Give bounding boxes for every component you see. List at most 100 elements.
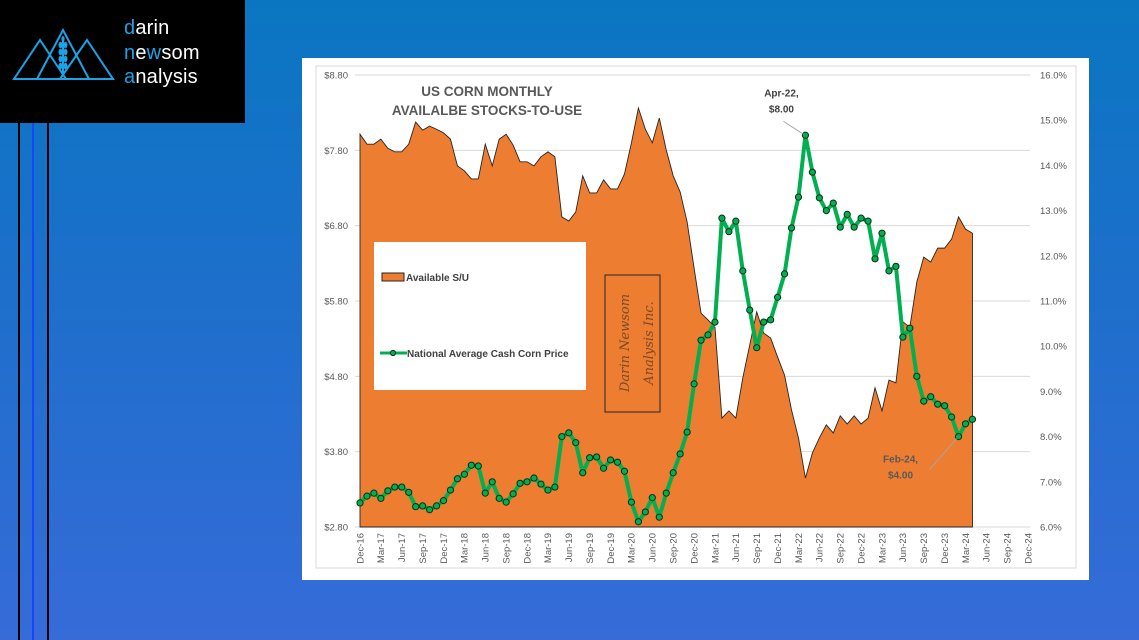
plot-border xyxy=(315,65,1077,569)
price-point xyxy=(885,267,893,275)
price-point xyxy=(391,483,399,491)
annotation-leader-line xyxy=(929,438,957,470)
price-point xyxy=(453,475,462,483)
logo-wordmark: darin newsom analysis xyxy=(124,16,200,90)
annotation-label: Apr-22, xyxy=(764,88,799,99)
logo-line-newsom: newsom xyxy=(124,41,200,66)
x-axis-ticks: Dec-16 Mar-17 Jun-17 Sep-17 Dec-17 Mar-18 Jun-… xyxy=(355,533,1034,564)
price-point xyxy=(593,453,601,461)
chart-title-line-1: US CORN MONTHLY xyxy=(421,84,553,99)
price-point xyxy=(405,488,413,496)
x-axis-tick-label: Dec-23 xyxy=(940,533,951,564)
price-point xyxy=(586,454,594,462)
right-axis-tick-label: 13.0% xyxy=(1040,206,1067,217)
price-point xyxy=(419,502,427,510)
x-axis-tick-label: Sep-24 xyxy=(1003,533,1014,564)
right-axis-tick-label: 15.0% xyxy=(1040,116,1067,127)
x-axis-tick-label: Dec-17 xyxy=(439,533,450,564)
price-point xyxy=(927,393,935,401)
price-point xyxy=(683,428,691,436)
price-point xyxy=(460,470,468,478)
price-point xyxy=(648,494,656,502)
x-axis-tick-label: Mar-17 xyxy=(376,533,387,563)
price-point xyxy=(920,397,928,405)
left-axis-tick-label: $7.80 xyxy=(324,146,348,157)
price-point xyxy=(446,486,455,494)
logo-accent-letter: w xyxy=(146,41,162,64)
price-point xyxy=(384,487,392,495)
price-point xyxy=(968,415,977,423)
price-point xyxy=(558,433,566,441)
price-point xyxy=(565,429,573,437)
price-point xyxy=(746,306,754,314)
x-axis-tick-label: Sep-20 xyxy=(669,533,680,564)
x-axis-tick-label: Dec-19 xyxy=(606,533,617,564)
logo-text-segment: arin xyxy=(135,17,170,39)
annotation-leader-line xyxy=(783,120,804,135)
mountains-wheat-icon xyxy=(12,27,115,80)
price-point xyxy=(934,400,942,408)
x-axis-tick-label: Jun-19 xyxy=(564,533,575,562)
chart-panel: $8.80 $7.80 $6.80 $5.80 $4.80 $3.80 $2.80 16.0… xyxy=(302,58,1089,580)
price-point xyxy=(412,503,420,511)
price-point xyxy=(509,490,517,498)
watermark-box xyxy=(604,274,661,413)
logo-accent-letter: a xyxy=(124,66,136,88)
right-axis-tick-label: 9.0% xyxy=(1040,387,1062,398)
price-point xyxy=(843,210,851,218)
price-layer xyxy=(356,131,977,526)
stocks-to-use-chart: $8.80 $7.80 $6.80 $5.80 $4.80 $3.80 $2.80 16.0… xyxy=(315,65,1077,569)
decorative-line xyxy=(18,123,20,640)
price-point xyxy=(370,489,378,497)
price-point xyxy=(961,420,970,428)
area-layer xyxy=(359,106,973,528)
x-axis-tick-label: Sep-23 xyxy=(919,533,930,564)
price-point xyxy=(537,480,545,488)
price-point xyxy=(620,467,629,475)
price-point xyxy=(606,456,615,464)
right-axis-tick-label: 6.0% xyxy=(1040,523,1062,534)
price-point xyxy=(954,433,963,441)
x-axis-tick-label: Dec-22 xyxy=(856,533,867,564)
legend-swatch-area xyxy=(381,272,405,282)
x-axis-tick-label: Jun-21 xyxy=(731,533,742,562)
price-point xyxy=(600,464,608,472)
legend-label-available-su: Available S/U xyxy=(406,273,469,284)
left-axis-ticks: $8.80 $7.80 $6.80 $5.80 $4.80 $3.80 $2.80 xyxy=(324,71,348,534)
x-axis-tick-label: Sep-17 xyxy=(418,533,429,564)
legend-swatch-marker xyxy=(389,349,397,357)
x-axis-tick-label: Mar-21 xyxy=(710,533,721,563)
price-point xyxy=(398,483,406,491)
stocks-to-use-area xyxy=(359,106,973,528)
price-point xyxy=(948,413,956,421)
price-point xyxy=(718,214,726,222)
price-point xyxy=(669,469,677,477)
legend-label-cash-price: National Average Cash Corn Price xyxy=(407,349,569,360)
x-axis-tick-label: Mar-22 xyxy=(794,533,805,563)
watermark: Darin Newsom Analysis Inc. xyxy=(604,274,661,413)
right-axis-tick-label: 12.0% xyxy=(1040,251,1067,262)
annotation-label: $4.00 xyxy=(888,471,913,482)
price-point xyxy=(495,494,503,502)
price-point xyxy=(634,518,643,526)
price-point xyxy=(363,492,371,500)
price-point xyxy=(892,262,900,270)
price-point xyxy=(377,494,385,502)
price-point xyxy=(753,344,761,352)
left-axis-tick-label: $5.80 xyxy=(324,297,348,308)
price-point xyxy=(551,483,559,491)
annotation: Feb-24, $4.00 xyxy=(883,438,957,482)
price-point xyxy=(481,489,489,497)
annotation: Apr-22, $8.00 xyxy=(764,88,804,135)
x-axis-tick-label: Dec-20 xyxy=(689,533,700,564)
x-axis-tick-label: Mar-24 xyxy=(961,533,972,563)
price-point xyxy=(579,469,587,477)
price-point xyxy=(857,214,865,222)
price-point xyxy=(676,450,684,458)
x-axis-tick-label: Mar-19 xyxy=(543,533,554,563)
x-axis-tick-label: Mar-20 xyxy=(627,533,638,563)
price-point xyxy=(523,478,531,486)
price-point xyxy=(662,489,670,497)
watermark-line-1: Darin Newsom xyxy=(618,294,633,393)
left-axis-tick-label: $4.80 xyxy=(324,372,348,383)
